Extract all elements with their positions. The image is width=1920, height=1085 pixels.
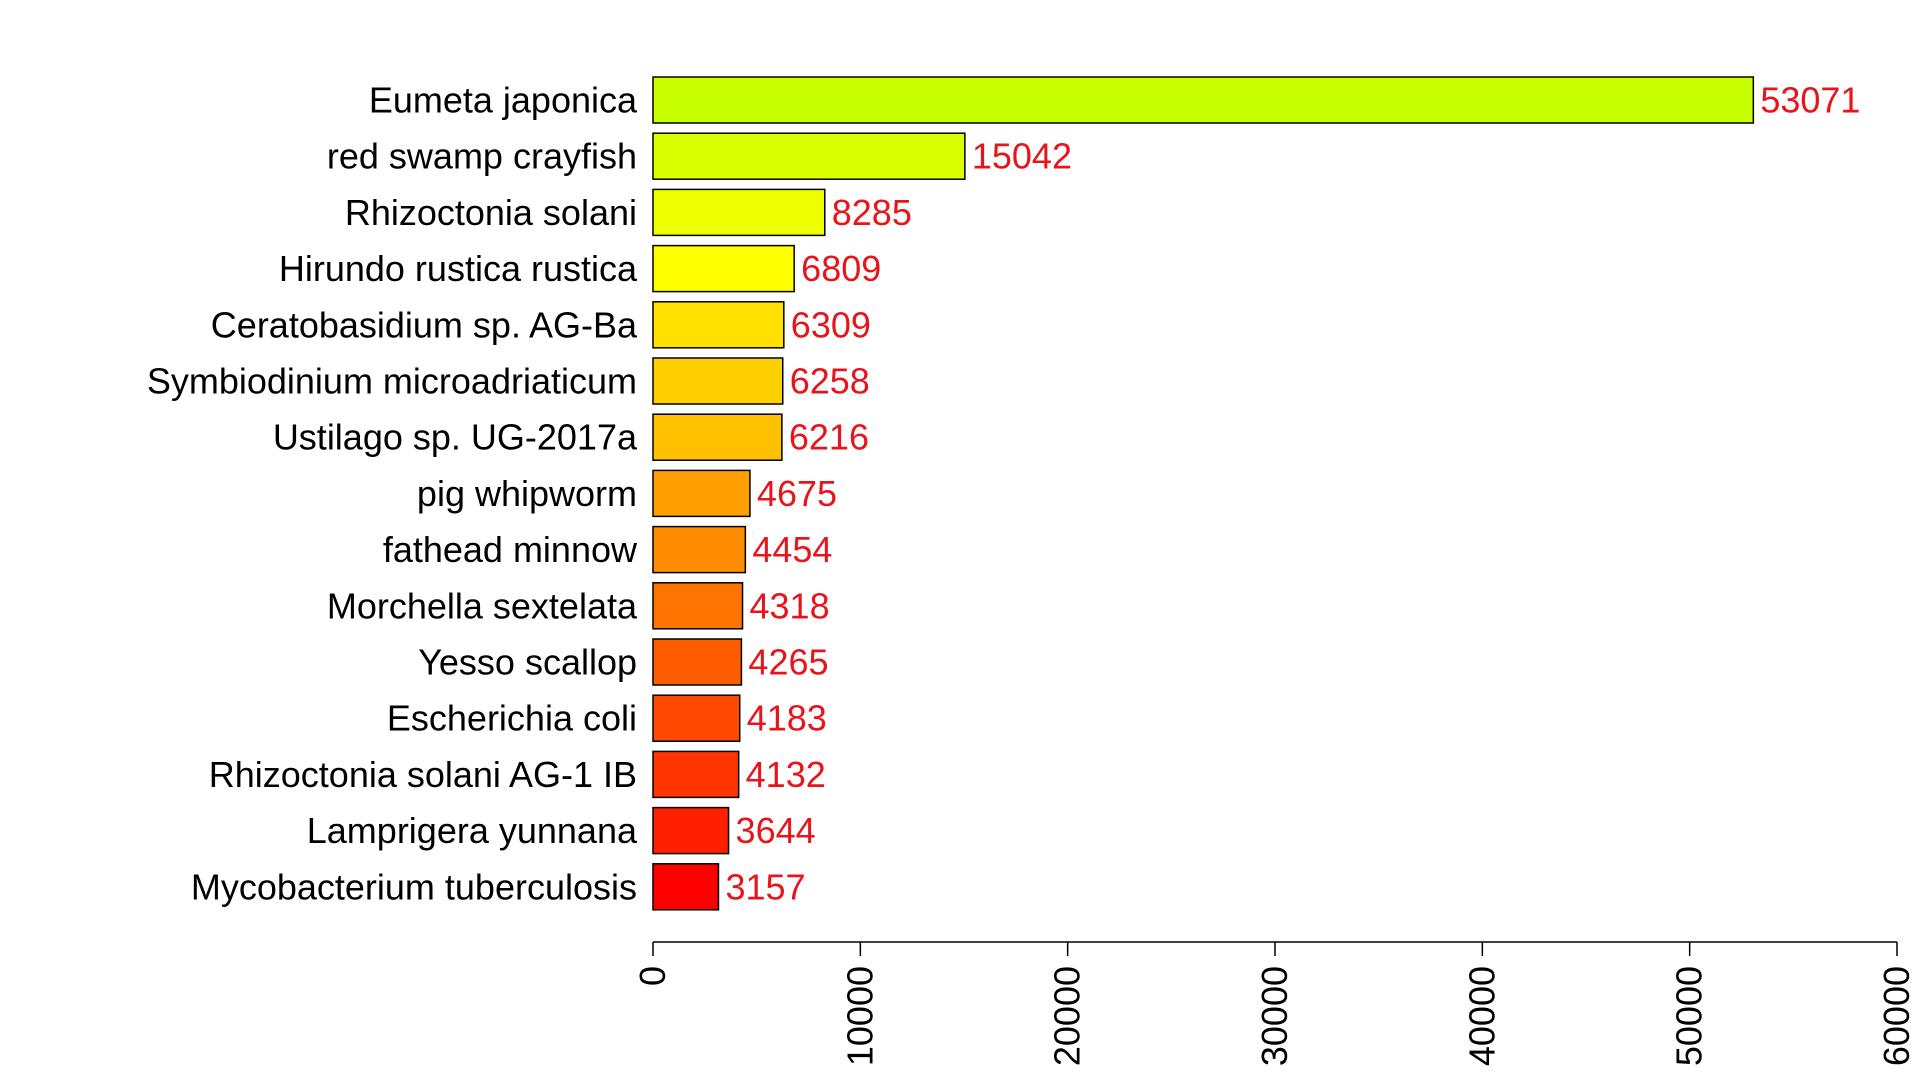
- category-label: Mycobacterium tuberculosis: [191, 866, 637, 907]
- bar: [652, 750, 740, 799]
- value-label: 6216: [789, 417, 869, 458]
- bar: [652, 694, 741, 742]
- category-label: Lamprigera yunnana: [307, 810, 638, 851]
- x-tick-label: 60000: [1876, 966, 1917, 1066]
- bars-group: [652, 76, 1755, 911]
- bar: [652, 357, 784, 405]
- value-labels-group: 53071 15042 8285 6809 6309 6258 6216 4675 4454 43…: [725, 80, 1860, 908]
- bar: [652, 413, 783, 461]
- value-label: 4675: [757, 473, 837, 514]
- category-label: Eumeta japonica: [369, 80, 638, 121]
- value-label: 3157: [725, 866, 805, 907]
- value-label: 6258: [790, 361, 870, 402]
- value-label: 4265: [748, 642, 828, 683]
- value-label: 15042: [972, 136, 1072, 177]
- category-label: Escherichia coli: [387, 698, 637, 739]
- bar: [652, 301, 785, 349]
- x-tick-label: 10000: [839, 966, 880, 1066]
- x-axis: 0 10000 20000 30000 40000 50000 60000: [632, 941, 1917, 1066]
- bar: [652, 582, 744, 630]
- bar: [652, 863, 720, 911]
- category-label: Morchella sextelata: [327, 585, 638, 626]
- category-label: Yesso scallop: [418, 642, 637, 683]
- value-label: 53071: [1760, 80, 1860, 121]
- x-tick-label: 30000: [1254, 966, 1295, 1066]
- category-label: Rhizoctonia solani: [345, 192, 637, 233]
- x-tick-label: 0: [632, 966, 673, 986]
- bar: [652, 525, 747, 574]
- category-label: Ustilago sp. UG-2017a: [273, 417, 638, 458]
- category-label: pig whipworm: [417, 473, 637, 514]
- category-label: Symbiodinium microadriaticum: [147, 361, 637, 402]
- bar: [652, 76, 1755, 124]
- category-label: Hirundo rustica rustica: [279, 248, 638, 289]
- x-tick-label: 40000: [1461, 966, 1502, 1066]
- x-tick-label: 50000: [1669, 966, 1710, 1066]
- value-label: 3644: [736, 810, 816, 851]
- category-label: fathead minnow: [383, 529, 638, 570]
- category-label: red swamp crayfish: [327, 136, 637, 177]
- category-labels-group: Eumeta japonica red swamp crayfish Rhizoct…: [147, 80, 638, 908]
- value-label: 4132: [746, 754, 826, 795]
- value-label: 4454: [752, 529, 832, 570]
- bar: [652, 806, 730, 855]
- category-label: Ceratobasidium sp. AG-Ba: [211, 304, 638, 345]
- bar: [652, 469, 751, 518]
- bar: [652, 244, 795, 293]
- value-label: 4318: [750, 585, 830, 626]
- x-tick-label: 20000: [1047, 966, 1088, 1066]
- bar: [652, 132, 966, 180]
- value-label: 6809: [801, 248, 881, 289]
- value-label: 8285: [832, 192, 912, 233]
- value-label: 4183: [747, 698, 827, 739]
- value-label: 6309: [791, 304, 871, 345]
- bar: [652, 188, 826, 237]
- category-label: Rhizoctonia solani AG-1 IB: [209, 754, 637, 795]
- bar: [652, 638, 743, 686]
